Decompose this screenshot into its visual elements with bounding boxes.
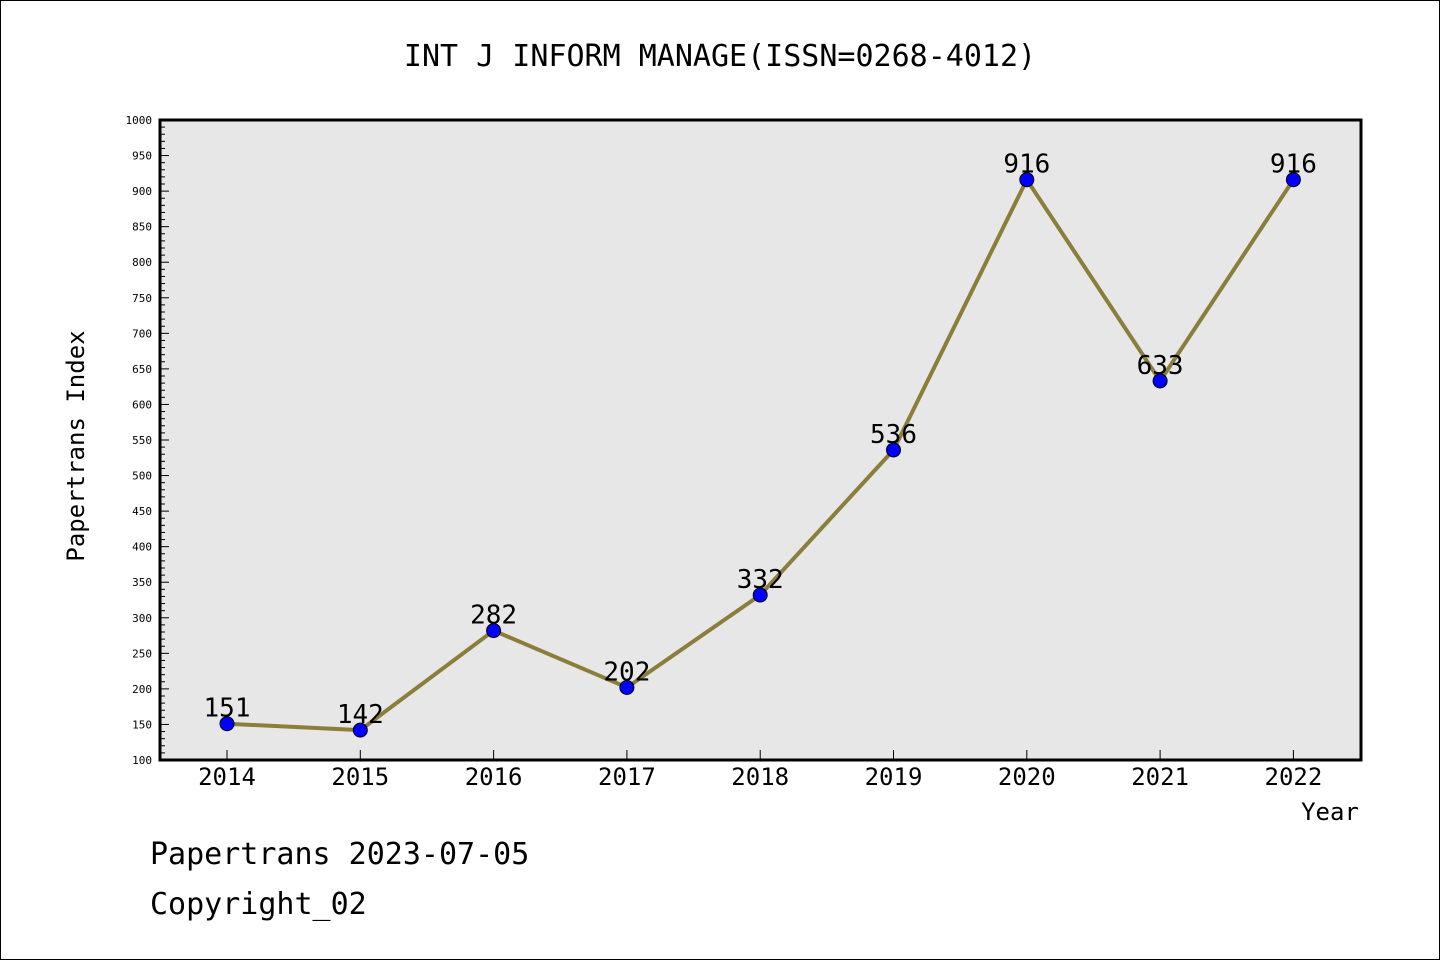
- x-tick-label: 2017: [598, 763, 656, 791]
- chart-title: INT J INFORM MANAGE(ISSN=0268-4012): [404, 39, 1036, 74]
- y-tick-label: 300: [132, 612, 152, 625]
- data-label: 916: [1270, 150, 1317, 180]
- data-label: 633: [1137, 351, 1184, 381]
- data-point: [219, 716, 235, 732]
- y-tick-label: 400: [132, 541, 152, 554]
- y-tick-label: 800: [132, 256, 152, 269]
- x-tick-label: 2022: [1265, 763, 1323, 791]
- data-label: 202: [603, 657, 650, 687]
- y-axis: 100 150 200 250 300 350 400 450 500 550 600 650 700 7…: [126, 114, 169, 767]
- data-point: [1285, 172, 1301, 188]
- data-point: [619, 679, 635, 695]
- data-point: [752, 587, 768, 603]
- x-tick-label: 2015: [331, 763, 389, 791]
- y-tick-label: 1000: [126, 114, 153, 127]
- x-axis: 2014 2015 2016 2017 2018 2019 2020 2021 2022: [198, 750, 1322, 791]
- y-tick-label: 600: [132, 398, 152, 411]
- data-label: 332: [737, 565, 784, 595]
- footer-copyright: Copyright_02: [150, 887, 367, 922]
- y-tick-label: 450: [132, 505, 152, 518]
- x-tick-label: 2016: [465, 763, 523, 791]
- y-tick-label: 250: [132, 647, 152, 660]
- data-label: 536: [870, 420, 917, 450]
- x-tick-label: 2021: [1131, 763, 1189, 791]
- y-tick-label: 900: [132, 185, 152, 198]
- footer-date: Papertrans 2023-07-05: [150, 837, 529, 872]
- series-markers: [219, 172, 1301, 738]
- data-point: [486, 623, 502, 639]
- y-axis-label: Papertrans Index: [62, 330, 90, 561]
- y-tick-label: 350: [132, 576, 152, 589]
- data-point: [886, 442, 901, 458]
- y-tick-label: 950: [132, 150, 152, 163]
- y-tick-label: 850: [132, 221, 152, 234]
- y-tick-label: 650: [132, 363, 152, 376]
- data-point: [1019, 172, 1035, 188]
- data-label: 282: [470, 601, 517, 631]
- y-tick-label: 500: [132, 470, 152, 483]
- x-axis-label: Year: [1301, 798, 1359, 826]
- y-tick-label: 200: [132, 683, 152, 696]
- y-tick-label: 100: [132, 754, 152, 767]
- plot-area: [158, 118, 1363, 762]
- x-tick-label: 2018: [731, 763, 789, 791]
- data-point: [352, 722, 368, 738]
- data-label: 151: [204, 694, 251, 724]
- data-point: [1152, 373, 1168, 389]
- data-label: 142: [337, 700, 384, 730]
- y-tick-label: 700: [132, 327, 152, 340]
- x-tick-label: 2014: [198, 763, 256, 791]
- data-labels: 151 142 282 202 332 536 916 633 916: [204, 150, 1317, 730]
- data-label: 916: [1003, 150, 1050, 180]
- x-tick-label: 2019: [865, 763, 923, 791]
- y-tick-label: 750: [132, 292, 152, 305]
- y-tick-label: 550: [132, 434, 152, 447]
- y-tick-label: 150: [132, 718, 152, 731]
- x-tick-label: 2020: [998, 763, 1056, 791]
